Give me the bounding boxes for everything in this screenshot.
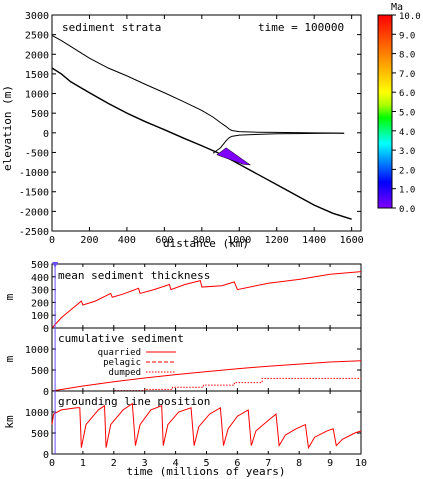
time-tick-label: 1 — [80, 458, 86, 469]
strata-plot-frame — [51, 14, 362, 232]
legend-label-pelagic: pelagic — [103, 358, 141, 368]
strata-y-tick-label: -2000 — [19, 207, 49, 218]
upper-ice-surface-line — [51, 34, 345, 134]
colorbar-tick-label: 8.0 — [399, 51, 415, 61]
cumulative-title: cumulative sediment — [58, 332, 184, 345]
thickness-line — [51, 271, 362, 329]
y-tick-label: 400 — [31, 273, 49, 284]
colorbar-tick-label: 1.0 — [399, 186, 415, 196]
strata-y-tick-label: -2500 — [19, 227, 49, 238]
thickness-title: mean sediment thickness — [58, 269, 210, 282]
age-colorbar: Ma 10.0 9.0 8.0 7.0 6.0 5.0 4.0 3.0 2.0 1.0 0.0 — [377, 2, 421, 215]
strata-xlabel: distance (km) — [163, 237, 249, 250]
strata-x-tick-label: 800 — [193, 235, 211, 246]
strata-x-tick-label: 400 — [118, 235, 136, 246]
y-tick-label: 200 — [31, 298, 49, 309]
strata-y-axis: 3000 2500 2000 1500 1000 500 0 -500 -1000 -1500 -2… — [19, 11, 361, 238]
colorbar-tick-label: 10.0 — [399, 12, 421, 22]
ice-base-line — [212, 132, 345, 154]
colorbar-tick-label: 9.0 — [399, 31, 415, 41]
strata-x-tick-label: 600 — [155, 235, 173, 246]
time-tick-label: 0 — [49, 458, 55, 469]
colorbar-tick-label: 2.0 — [399, 166, 415, 176]
y-tick-label: 500 — [31, 260, 49, 271]
y-tick-label: 0 — [43, 450, 49, 461]
time-tick-label: 3 — [142, 458, 148, 469]
time-marker-head — [52, 262, 59, 268]
colorbar-tick-label: 0.0 — [399, 205, 415, 215]
grounding-line — [51, 402, 362, 450]
thickness-ylabel: m — [3, 293, 16, 300]
grounding-panel: grounding line position km 0 500 1000 0 1 2 3… — [3, 390, 367, 478]
cumulative-ylabel: m — [3, 355, 16, 362]
time-tick-label: 2 — [111, 458, 117, 469]
strata-y-tick-label: 2000 — [25, 50, 49, 61]
y-tick-label: 0 — [43, 387, 49, 398]
strata-title: sediment strata — [62, 21, 161, 34]
y-tick-label: 1000 — [25, 345, 49, 356]
time-tick-label: 4 — [173, 458, 179, 469]
grounding-title: grounding line position — [58, 395, 210, 408]
strata-y-tick-label: 1000 — [25, 90, 49, 101]
strata-x-axis: 0 200 400 600 800 1000 1200 1400 1600 — [49, 15, 364, 246]
strata-x-tick-label: 0 — [49, 235, 55, 246]
strata-time-label: time = 100000 — [258, 21, 344, 34]
y-tick-label: 100 — [31, 311, 49, 322]
colorbar-label: Ma — [391, 2, 403, 13]
bed-line — [51, 67, 352, 220]
y-tick-label: 500 — [31, 429, 49, 440]
strata-x-tick-label: 1600 — [340, 235, 364, 246]
strata-y-tick-label: -1000 — [19, 168, 49, 179]
y-tick-label: 1000 — [25, 408, 49, 419]
strata-y-tick-label: 1500 — [25, 70, 49, 81]
quarried-line — [51, 360, 362, 392]
strata-y-tick-label: 500 — [31, 109, 49, 120]
grounding-ylabel: km — [3, 415, 16, 429]
strata-y-tick-label: 2500 — [25, 31, 49, 42]
colorbar-ticks: 10.0 9.0 8.0 7.0 6.0 5.0 4.0 3.0 2.0 1.0 0.0 — [392, 12, 421, 215]
colorbar-bar — [377, 14, 393, 209]
strata-y-tick-label: 3000 — [25, 11, 49, 22]
colorbar-tick-label: 7.0 — [399, 70, 415, 80]
grounding-series: 0 500 1000 — [25, 391, 362, 461]
time-tick-label: 7 — [265, 458, 271, 469]
time-tick-label: 8 — [296, 458, 302, 469]
strata-y-tick-label: -1500 — [19, 188, 49, 199]
time-tick-label: 6 — [234, 458, 240, 469]
strata-x-tick-label: 200 — [80, 235, 98, 246]
strata-x-tick-label: 1000 — [227, 235, 251, 246]
time-tick-label: 10 — [355, 458, 367, 469]
time-tick-label: 5 — [203, 458, 209, 469]
time-tick-label: 9 — [327, 458, 333, 469]
strata-y-tick-label: 0 — [43, 129, 49, 140]
strata-x-tick-label: 1400 — [302, 235, 326, 246]
y-tick-label: 500 — [31, 366, 49, 377]
colorbar-tick-label: 4.0 — [399, 128, 415, 138]
legend-label-dumped: dumped — [108, 368, 141, 378]
time-marker — [52, 262, 59, 454]
strata-profiles — [51, 34, 352, 220]
time-x-axis: 0 1 2 3 4 5 6 7 8 9 10 — [49, 458, 367, 469]
colorbar-tick-label: 6.0 — [399, 89, 415, 99]
strata-ylabel: elevation (m) — [1, 85, 14, 171]
y-tick-label: 300 — [31, 286, 49, 297]
strata-panel: sediment strata time = 100000 3000 2500 20… — [1, 11, 364, 250]
y-tick-label: 0 — [43, 324, 49, 335]
sediment-wedge — [216, 147, 252, 166]
legend-label-quarried: quarried — [98, 348, 141, 358]
colorbar-tick-label: 5.0 — [399, 109, 415, 119]
cumulative-panel: cumulative sediment m 0 500 1000 quarriedp… — [3, 327, 362, 398]
time-xlabel: time (millions of years) — [127, 465, 286, 478]
strata-x-tick-label: 1200 — [265, 235, 289, 246]
strata-y-tick-label: -500 — [25, 148, 49, 159]
colorbar-tick-label: 3.0 — [399, 147, 415, 157]
